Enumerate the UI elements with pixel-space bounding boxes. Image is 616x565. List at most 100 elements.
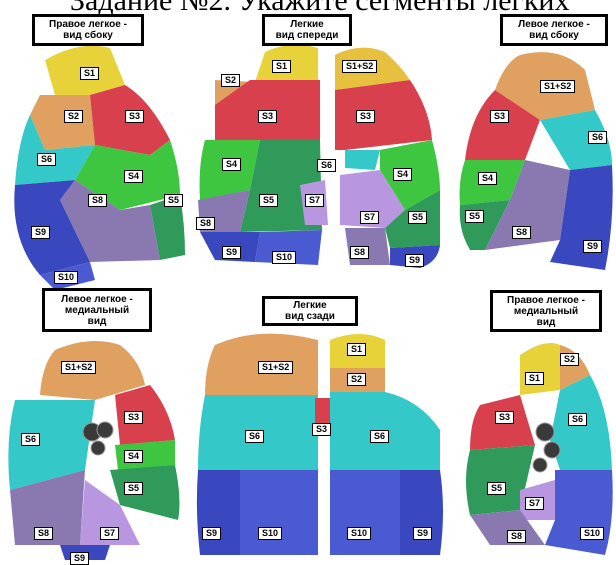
segment-s9 [196, 470, 240, 555]
segment-label: S7 [360, 211, 380, 224]
segment-label: S1 [272, 60, 292, 73]
segment-s8 [10, 470, 85, 545]
panel-title-line: медиальный [513, 305, 579, 317]
segment-label: S3 [495, 411, 515, 424]
segment-label: S6 [370, 430, 390, 443]
panel-title-line: Левое легкое - [61, 293, 133, 305]
segment-label: S5 [124, 482, 144, 495]
segment-label: S9 [31, 226, 51, 239]
segment-label: S9 [70, 552, 90, 565]
segment-label: S3 [312, 423, 332, 436]
panel-title-line: вид сзади [285, 311, 335, 322]
segment-label: S10 [258, 527, 283, 540]
segment-s1 [520, 342, 560, 395]
segment-label: S9 [413, 527, 433, 540]
segment-label: S8 [507, 530, 527, 543]
hilum [82, 421, 114, 456]
segment-label: S2 [347, 373, 367, 386]
segment-label: S3 [258, 110, 278, 123]
right-lung-lateral-view [14, 45, 185, 290]
segment-s8 [485, 160, 570, 250]
segment-label: S4 [124, 170, 144, 183]
hilum [532, 422, 561, 473]
segment-s3 [315, 398, 330, 430]
segment-label: S8 [512, 226, 532, 239]
segment-label: S6 [245, 430, 265, 443]
panel-title-right-lung-medial: Правое легкое - медиальный вид [490, 290, 602, 332]
segment-s10 [255, 230, 322, 265]
segment-s7 [340, 170, 405, 228]
segment-label: S8 [88, 194, 108, 207]
segment-s9 [400, 470, 443, 555]
segment-label: S3 [490, 110, 510, 123]
segment-s3 [335, 80, 432, 150]
panel-title-line: вид спереди [275, 30, 339, 41]
segment-label: S1 [80, 67, 100, 80]
panel-title-lungs-anterior: Легкие вид спереди [262, 14, 352, 46]
segment-label: S9 [222, 246, 242, 259]
segment-label: S10 [272, 251, 297, 264]
panel-title-right-lung-lateral: Правое легкое - вид сбоку [32, 14, 144, 46]
panel-title-line: медиальный [64, 304, 130, 316]
segment-label: S4 [124, 450, 144, 463]
segment-s5 [110, 465, 180, 520]
segment-label: S6 [317, 159, 337, 172]
segment-label: S3 [124, 411, 144, 424]
segment-label: S7 [305, 194, 325, 207]
segment-s5 [240, 140, 322, 232]
panel-title-line: Легкие [290, 19, 324, 30]
segment-s6 [15, 115, 95, 185]
segment-label: S10 [54, 271, 79, 284]
segment-s6 [540, 110, 612, 170]
segment-label: S9 [405, 254, 425, 267]
segment-label: S3 [125, 110, 145, 123]
segment-s2 [30, 95, 95, 150]
panel-title-line: Правое легкое - [49, 19, 127, 30]
segment-s7 [80, 480, 140, 545]
segment-label: S8 [350, 246, 370, 259]
segment-label: S5 [487, 482, 507, 495]
segment-label: S6 [21, 433, 41, 446]
segment-label: S2 [560, 353, 580, 366]
segment-s9 [14, 180, 90, 275]
segment-label: S8 [196, 217, 216, 230]
segment-label: S7 [525, 497, 545, 510]
segment-s6 [8, 400, 95, 490]
segment-label: S9 [583, 240, 603, 253]
panel-title-line: Левое легкое - [518, 19, 590, 30]
panel-title-left-lung-lateral: Левое легкое - вид сбоку [500, 14, 608, 46]
segment-label: S1+S2 [342, 60, 378, 73]
segment-label: S1 [525, 372, 545, 385]
segment-label: S4 [222, 158, 242, 171]
segment-s5 [466, 445, 535, 515]
segment-label: S1+S2 [258, 361, 294, 374]
segment-s10 [330, 470, 400, 555]
segment-s8 [470, 510, 545, 545]
segment-label: S4 [478, 172, 498, 185]
segment-label: S3 [356, 110, 376, 123]
segment-label: S5 [164, 194, 184, 207]
segment-s3 [465, 90, 540, 160]
panel-title-line: вид сбоку [529, 30, 579, 41]
segment-label: S4 [393, 168, 413, 181]
panel-title-line: Легкие [293, 300, 327, 311]
page-title: Задание №2. Укажите сегменты легких [0, 0, 616, 16]
segment-s3 [115, 385, 175, 445]
segment-s6 [345, 150, 380, 170]
segment-label: S10 [580, 527, 605, 540]
segment-s10 [545, 470, 613, 555]
panel-title-lungs-posterior: Легкие вид сзади [262, 296, 358, 326]
segment-s5 [150, 195, 185, 260]
panel-title-line: вид [536, 316, 556, 328]
segment-s10 [240, 470, 318, 555]
segment-label: S6 [568, 413, 588, 426]
panel-title-line: вид [87, 315, 107, 327]
segment-label: S1 [347, 343, 367, 356]
segment-label: S1+S2 [540, 80, 576, 93]
segment-s8 [60, 180, 160, 262]
segment-label: S5 [408, 211, 428, 224]
segment-label: S1+S2 [61, 361, 97, 374]
segment-label: S6 [588, 131, 608, 144]
segment-label: S6 [37, 153, 57, 166]
